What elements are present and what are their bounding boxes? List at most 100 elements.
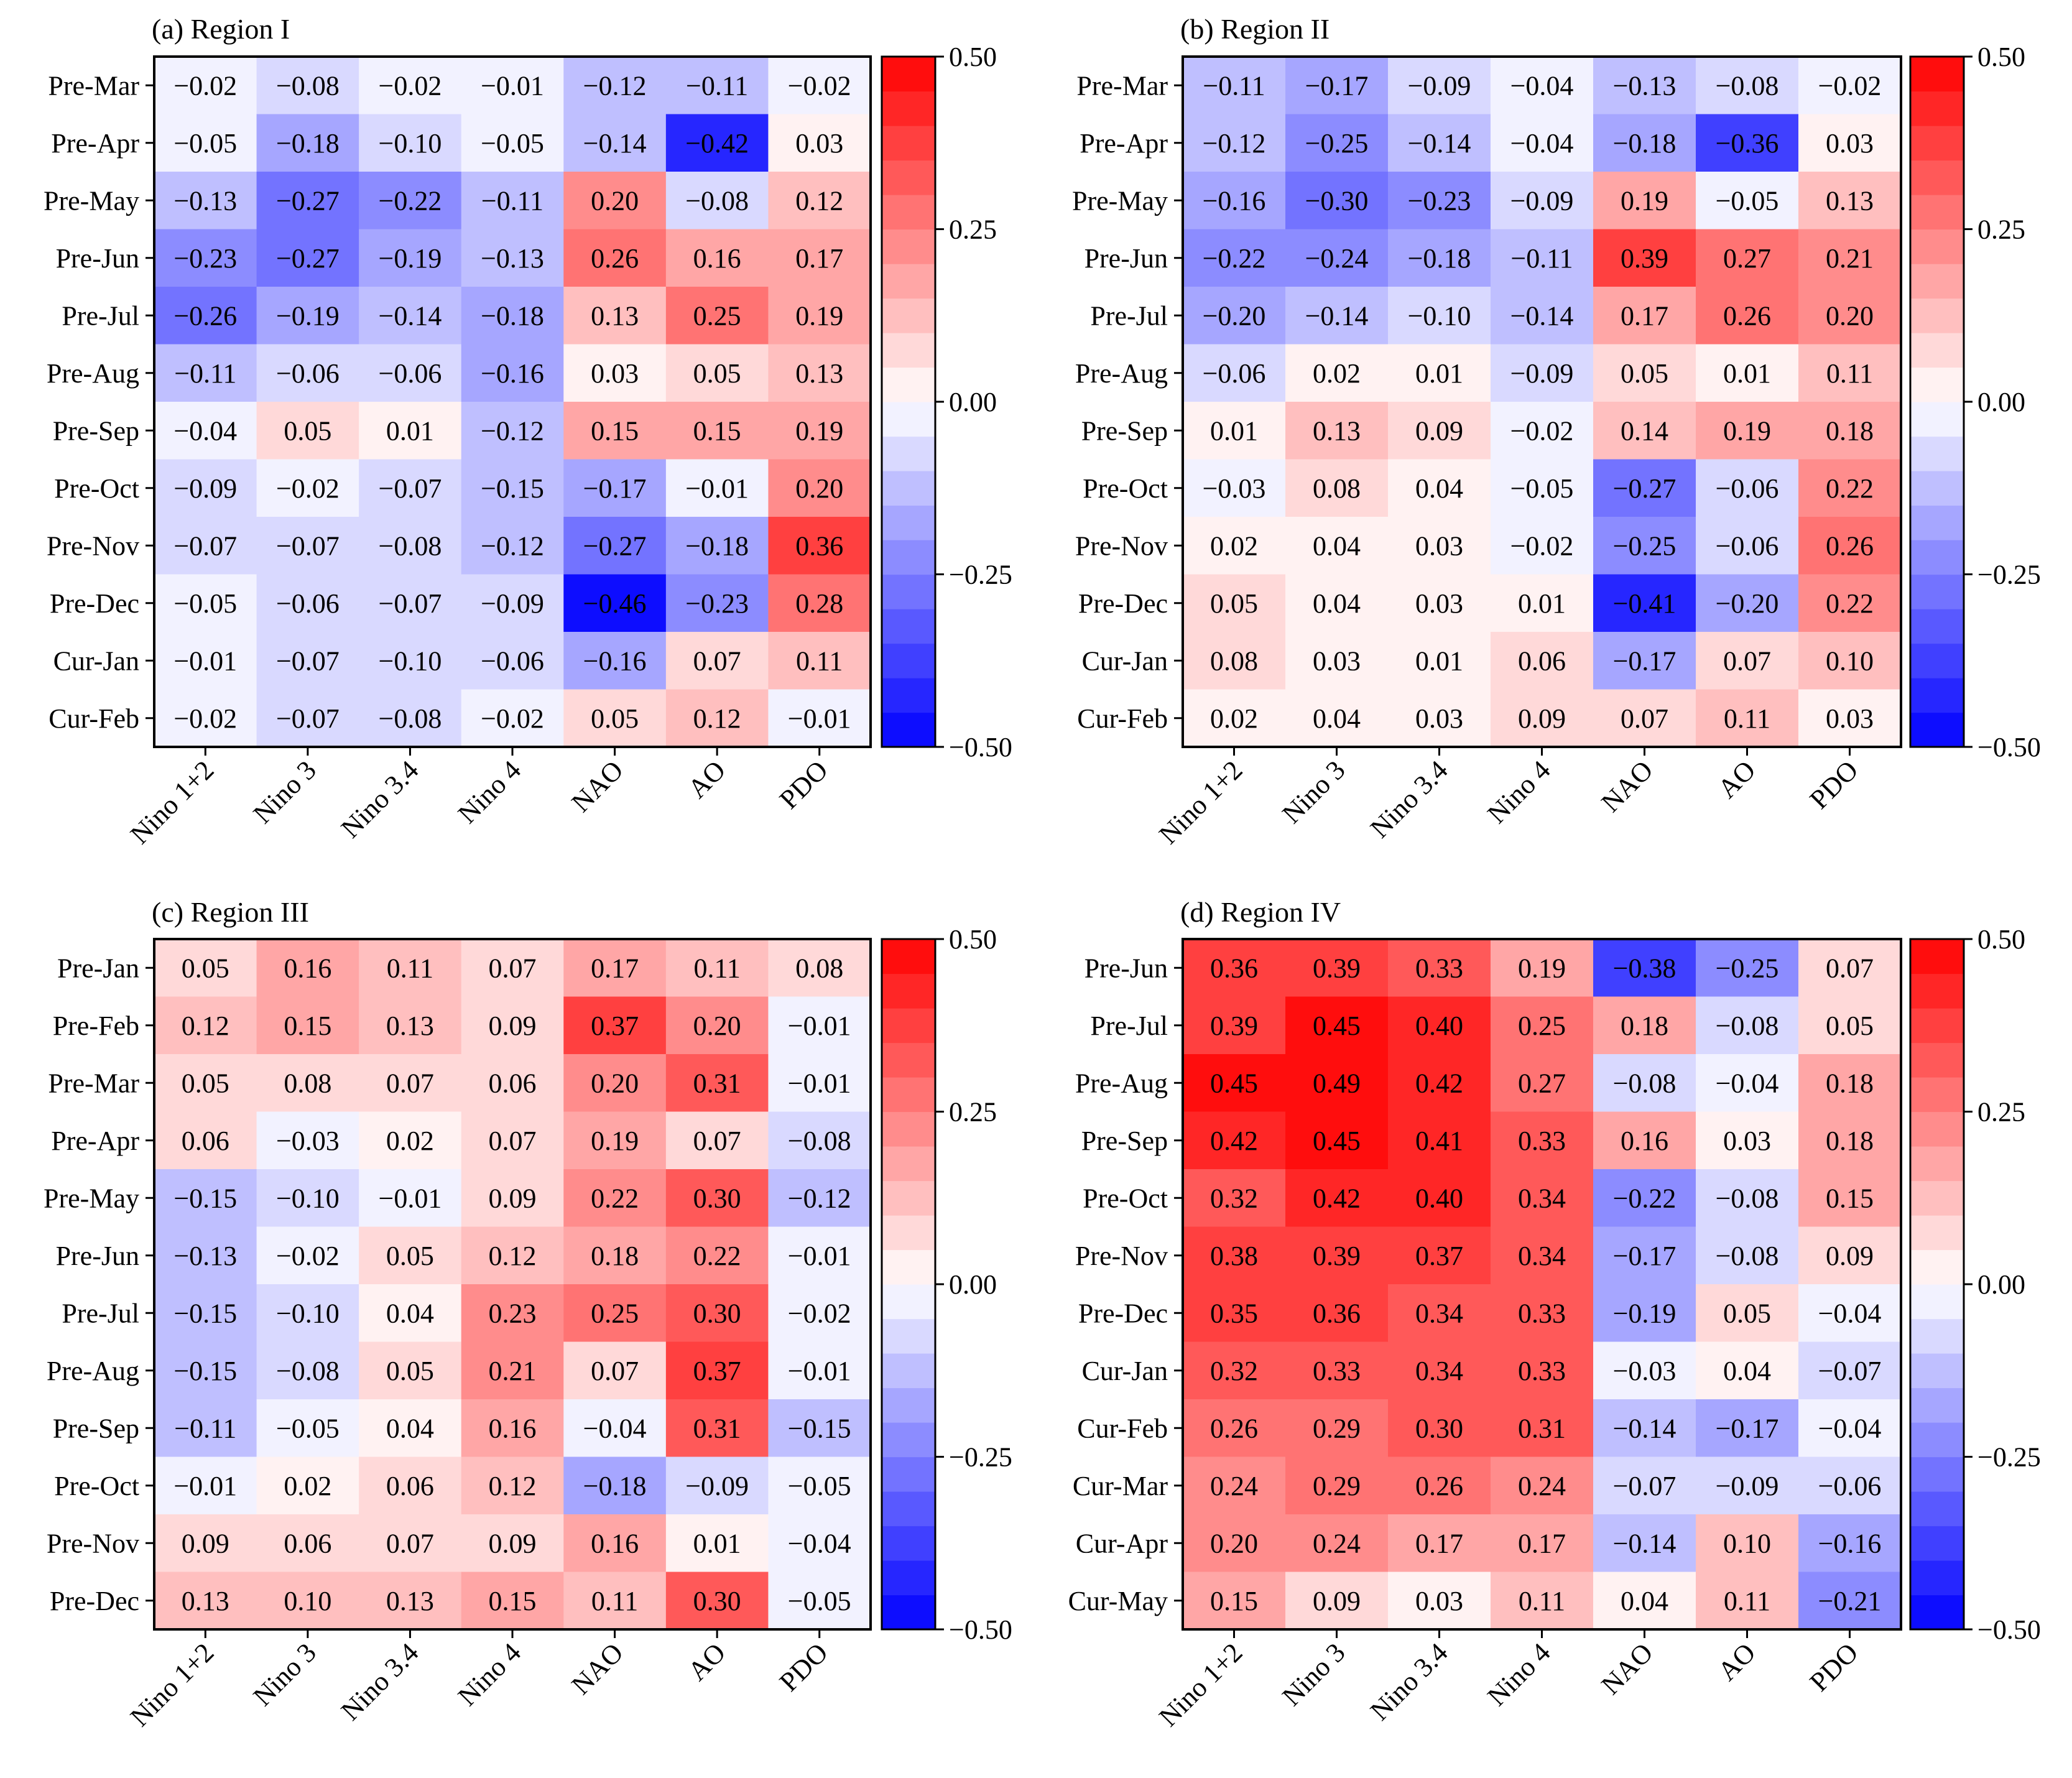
cell-value: −0.06	[276, 358, 340, 389]
column-label: NAO	[566, 1637, 629, 1700]
heatmap-cell	[1696, 1456, 1799, 1515]
colorbar-tick-label: −0.50	[949, 1614, 1012, 1645]
heatmap-cell	[256, 114, 359, 172]
heatmap-cell	[154, 57, 257, 115]
colorbar-segment	[882, 1456, 935, 1492]
cell-value: 0.17	[1415, 1528, 1463, 1558]
heatmap-cell	[1183, 1456, 1286, 1515]
cell-value: −0.05	[276, 1413, 340, 1443]
heatmap-cell	[154, 689, 257, 748]
colorbar-segment	[1910, 609, 1964, 644]
cell-value: 0.18	[1826, 1126, 1874, 1156]
heatmap-cell	[665, 229, 769, 287]
heatmap-cell	[665, 517, 769, 575]
heatmap-cell	[665, 459, 769, 517]
heatmap-cell	[154, 1226, 257, 1285]
cell-value: 0.39	[1621, 243, 1668, 274]
cell-value: −0.01	[788, 1068, 851, 1098]
heatmap-cell	[1696, 939, 1799, 998]
colorbar-segment	[882, 939, 935, 975]
colorbar-segment	[882, 57, 935, 92]
cell-value: 0.01	[693, 1528, 741, 1558]
cell-value: 0.04	[1723, 1356, 1771, 1386]
row-label: Pre-Jan	[57, 953, 139, 983]
colorbar-segment	[882, 471, 935, 506]
heatmap-cell	[665, 1111, 769, 1170]
row-label: Pre-Aug	[1075, 1068, 1168, 1098]
heatmap-cell	[1491, 632, 1594, 690]
heatmap-cell	[1593, 1054, 1696, 1113]
cell-value: 0.41	[1415, 1126, 1463, 1156]
cell-value: 0.23	[489, 1298, 537, 1328]
heatmap-cell	[563, 1226, 667, 1285]
heatmap-cell	[1798, 344, 1902, 402]
cell-value: 0.11	[387, 953, 433, 983]
heatmap-cell	[1593, 57, 1696, 115]
heatmap-cell	[256, 632, 359, 690]
cell-value: 0.12	[182, 1011, 229, 1041]
heatmap-cell	[154, 1054, 257, 1113]
cell-value: −0.10	[276, 1298, 340, 1328]
heatmap-cell	[1593, 1572, 1696, 1630]
cell-value: 0.02	[386, 1126, 434, 1156]
column-label: Nino 4	[1481, 754, 1556, 829]
heatmap-cell	[256, 1111, 359, 1170]
heatmap-cell	[563, 1341, 667, 1400]
colorbar-segment	[882, 1077, 935, 1113]
heatmap-cell	[1388, 1226, 1491, 1285]
cell-value: −0.03	[276, 1126, 340, 1156]
heatmap-cell	[256, 1284, 359, 1343]
heatmap-cell	[1285, 1111, 1389, 1170]
cell-value: 0.22	[591, 1183, 639, 1213]
heatmap-cell	[1593, 517, 1696, 575]
heatmap-cell	[1696, 402, 1799, 460]
colorbar-tick-label: −0.25	[1977, 1442, 2041, 1473]
row-label: Pre-Sep	[53, 415, 139, 446]
cell-value: 0.40	[1415, 1183, 1463, 1213]
heatmap-cell	[1388, 517, 1491, 575]
cell-value: 0.03	[1313, 646, 1361, 676]
cell-value: −0.22	[379, 185, 442, 216]
cell-value: −0.41	[1613, 588, 1677, 619]
colorbar-segment	[882, 540, 935, 575]
colorbar-segment	[1910, 367, 1964, 402]
heatmap-cell	[1285, 172, 1389, 230]
row-label: Pre-Sep	[1081, 1126, 1168, 1156]
cell-value: 0.07	[386, 1068, 434, 1098]
cell-value: 0.27	[1518, 1068, 1566, 1098]
heatmap-cell	[1388, 1054, 1491, 1113]
heatmap-cell	[359, 1456, 462, 1515]
colorbar-segment	[1910, 1353, 1964, 1389]
column-label: NAO	[1596, 1637, 1659, 1700]
cell-value: 0.03	[1723, 1126, 1771, 1156]
heatmap-cell	[1696, 57, 1799, 115]
cell-value: −0.12	[481, 415, 544, 446]
heatmap-cell	[768, 1054, 871, 1113]
heatmap-cell	[461, 57, 564, 115]
heatmap-cell	[1388, 574, 1491, 632]
colorbar-tick-label: −0.50	[1977, 732, 2041, 762]
cell-value: 0.05	[1621, 358, 1668, 389]
column-label: NAO	[1596, 754, 1659, 818]
column-label: Nino 3	[247, 754, 322, 829]
cell-value: 0.26	[1210, 1413, 1258, 1443]
heatmap-cell	[665, 1169, 769, 1228]
cell-value: −0.10	[379, 646, 442, 676]
cell-value: −0.02	[379, 70, 442, 101]
cell-value: 0.03	[1415, 588, 1463, 619]
cell-value: −0.04	[583, 1413, 647, 1443]
cell-value: −0.15	[173, 1298, 237, 1328]
cell-value: −0.11	[174, 358, 236, 389]
heatmap-cell	[461, 1572, 564, 1630]
heatmap-cell	[563, 229, 667, 287]
heatmap-cell	[1183, 996, 1286, 1055]
heatmap-cell	[154, 1572, 257, 1630]
column-label: PDO	[1804, 754, 1864, 815]
heatmap-cell	[1491, 1284, 1594, 1343]
heatmap-cell	[154, 996, 257, 1055]
cell-value: −0.01	[481, 70, 544, 101]
heatmap-cell	[256, 402, 359, 460]
cell-value: 0.04	[1313, 588, 1361, 619]
heatmap-cell	[1696, 459, 1799, 517]
cell-value: −0.38	[1613, 953, 1677, 983]
